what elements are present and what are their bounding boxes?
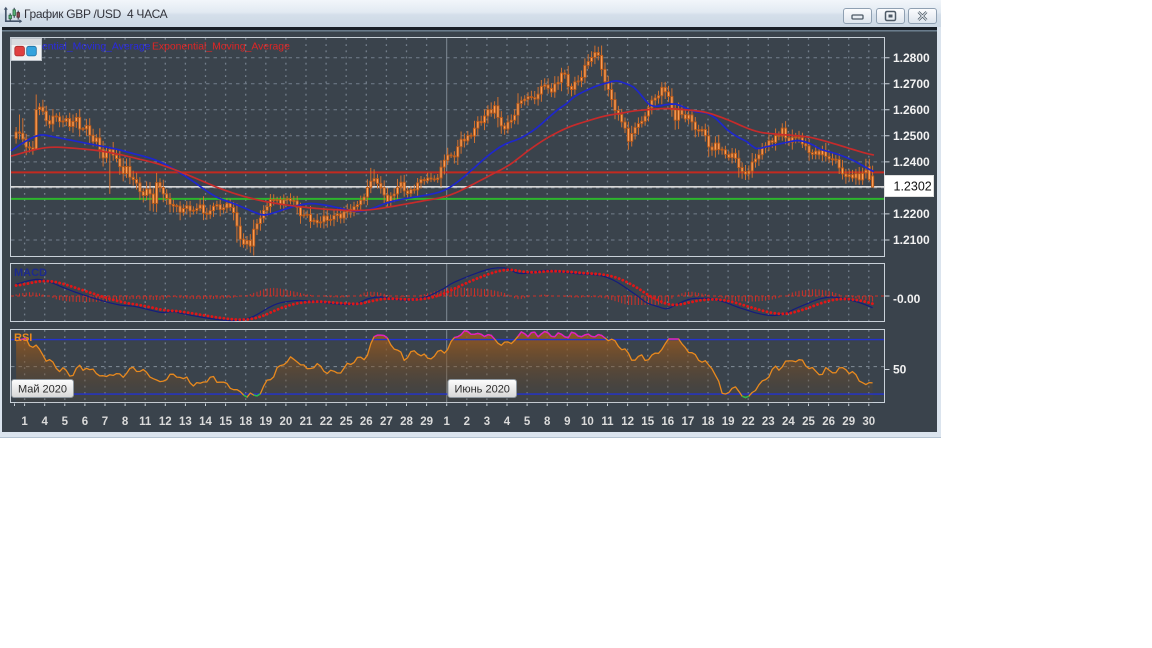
svg-text:14: 14 [199,416,212,428]
svg-text:Май 2020: Май 2020 [18,384,67,396]
svg-text:Exponential_Moving_Average: Exponential_Moving_Average [152,42,290,53]
svg-text:18: 18 [239,416,252,428]
svg-text:1.2800: 1.2800 [893,51,930,65]
svg-text:Июнь 2020: Июнь 2020 [454,384,510,396]
svg-text:8: 8 [122,416,129,428]
svg-text:19: 19 [259,416,272,428]
svg-text:50: 50 [893,363,907,377]
svg-text:24: 24 [782,416,795,428]
svg-text:28: 28 [400,416,413,428]
svg-text:27: 27 [380,416,393,428]
svg-text:4: 4 [41,416,48,428]
svg-text:16: 16 [661,416,674,428]
svg-text:1.2700: 1.2700 [893,77,930,91]
svg-text:5: 5 [62,416,69,428]
svg-text:7: 7 [102,416,108,428]
svg-text:1.2600: 1.2600 [893,103,930,117]
svg-text:13: 13 [179,416,192,428]
svg-text:10: 10 [581,416,594,428]
svg-text:11: 11 [139,416,152,428]
svg-text:29: 29 [842,416,855,428]
svg-text:1.2200: 1.2200 [893,207,930,221]
svg-text:1.2302: 1.2302 [894,180,932,194]
svg-text:4: 4 [504,416,511,428]
svg-text:15: 15 [641,416,654,428]
svg-text:-0.00: -0.00 [893,292,921,306]
svg-text:15: 15 [219,416,232,428]
svg-text:23: 23 [762,416,775,428]
svg-text:12: 12 [159,416,172,428]
svg-text:2: 2 [464,416,470,428]
svg-text:29: 29 [420,416,433,428]
svg-text:11: 11 [601,416,614,428]
svg-text:1.2400: 1.2400 [893,155,930,169]
svg-text:20: 20 [280,416,293,428]
svg-text:1.2100: 1.2100 [893,233,930,247]
svg-text:1.2500: 1.2500 [893,129,930,143]
svg-text:18: 18 [702,416,715,428]
svg-text:25: 25 [802,416,815,428]
svg-text:9: 9 [564,416,570,428]
svg-text:ential_Moving_Average: ential_Moving_Average [42,42,151,53]
svg-text:22: 22 [320,416,333,428]
svg-text:26: 26 [822,416,835,428]
svg-text:19: 19 [722,416,735,428]
svg-text:12: 12 [621,416,634,428]
svg-text:25: 25 [340,416,353,428]
svg-text:1: 1 [443,416,450,428]
svg-text:17: 17 [682,416,695,428]
svg-text:6: 6 [82,416,88,428]
svg-text:RSI: RSI [14,332,32,344]
svg-text:8: 8 [544,416,551,428]
svg-text:30: 30 [862,416,875,428]
svg-text:22: 22 [742,416,755,428]
svg-text:26: 26 [360,416,373,428]
svg-text:1: 1 [21,416,28,428]
svg-text:21: 21 [300,416,313,428]
svg-text:3: 3 [484,416,490,428]
svg-text:MACD: MACD [14,267,47,279]
svg-text:5: 5 [524,416,531,428]
